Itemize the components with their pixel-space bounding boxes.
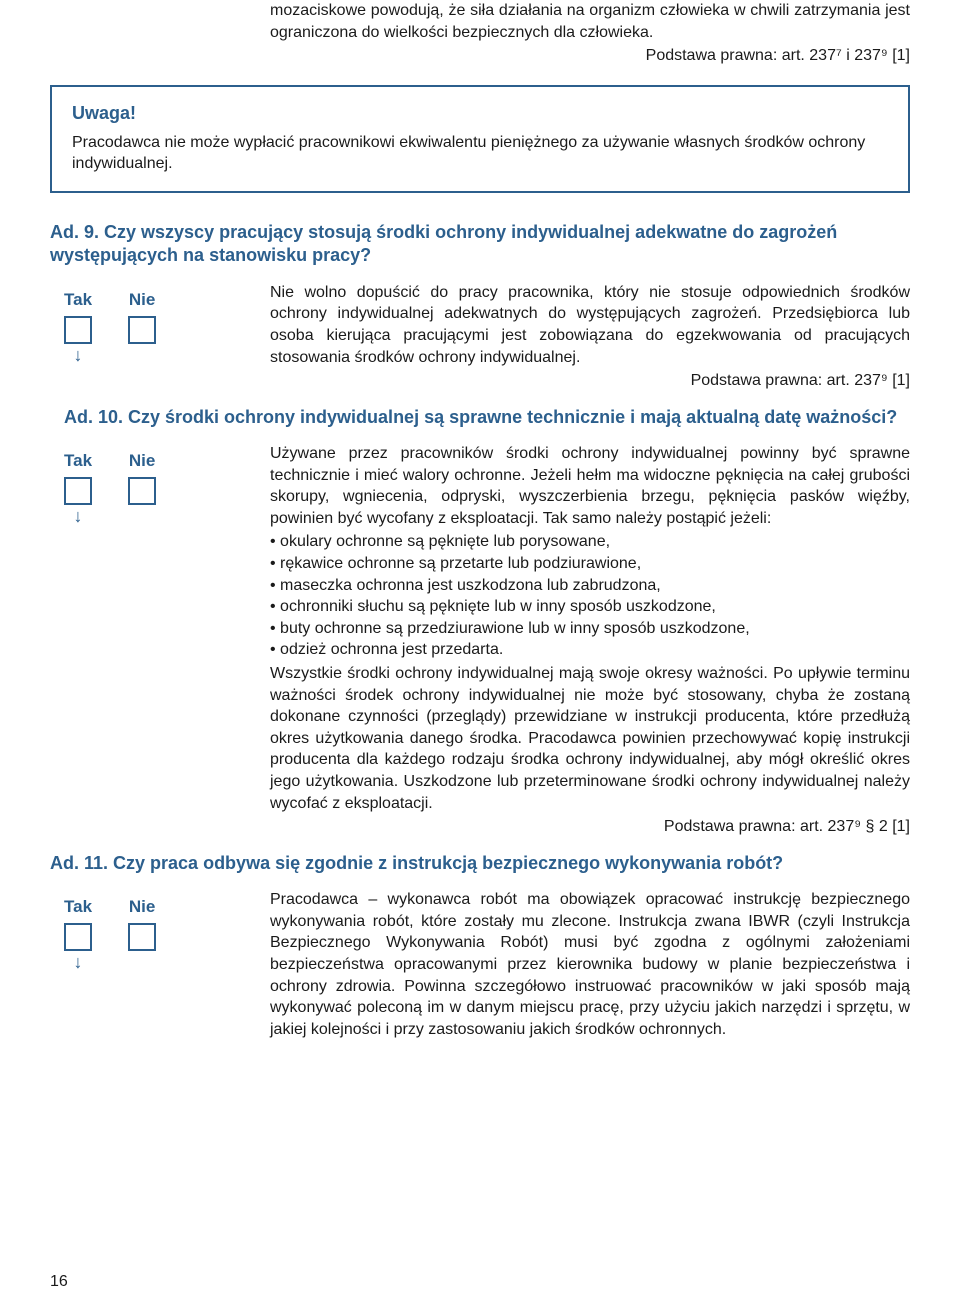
q9-answer-text: Nie wolno dopuścić do pracy pracownika, … (270, 284, 910, 366)
q10-bullet: buty ochronne są przedziurawione lub w i… (270, 618, 910, 640)
question-11-section: Tak ↓ Nie Pracodawca – wykonawca robót m… (50, 889, 910, 1040)
checkbox-yes-group: Tak ↓ (64, 451, 92, 525)
q10-answer-p1: Używane przez pracowników środki ochrony… (270, 443, 910, 529)
page-number: 16 (50, 1273, 68, 1291)
checkbox-no-group: Nie (128, 897, 156, 971)
question-9-section: Tak ↓ Nie Nie wolno dopuścić do pracy pr… (50, 282, 910, 392)
question-10-answer: Używane przez pracowników środki ochrony… (270, 443, 910, 838)
q10-legal-ref: Podstawa prawna: art. 237⁹ § 2 [1] (270, 816, 910, 838)
q10-answer-p2: Wszystkie środki ochrony indywidualnej m… (270, 663, 910, 814)
question-10-section: Tak ↓ Nie Używane przez pracowników środ… (50, 443, 910, 838)
alert-box: Uwaga! Pracodawca nie może wypłacić prac… (50, 85, 910, 193)
intro-legal-ref: Podstawa prawna: art. 237⁷ i 237⁹ [1] (270, 45, 910, 67)
alert-title: Uwaga! (72, 103, 888, 124)
checkbox-yes[interactable] (64, 923, 92, 951)
question-11-title: Ad. 11. Czy praca odbywa się zgodnie z i… (50, 852, 910, 875)
checkbox-no-group: Nie (128, 290, 156, 364)
checkbox-no[interactable] (128, 477, 156, 505)
checkbox-yes[interactable] (64, 477, 92, 505)
checkbox-no-label: Nie (129, 451, 155, 471)
checkbox-yes-group: Tak ↓ (64, 897, 92, 971)
q10-bullet: ochronniki słuchu są pęknięte lub w inny… (270, 596, 910, 618)
question-9-answer: Nie wolno dopuścić do pracy pracownika, … (270, 282, 910, 392)
checkbox-yes[interactable] (64, 316, 92, 344)
q10-bullet: okulary ochronne są pęknięte lub porysow… (270, 531, 910, 553)
checkbox-no-group: Nie (128, 451, 156, 525)
q9-legal-ref: Podstawa prawna: art. 237⁹ [1] (270, 370, 910, 392)
checkbox-yes-group: Tak ↓ (64, 290, 92, 364)
checkbox-yes-label: Tak (64, 451, 92, 471)
q10-bullet-list: okulary ochronne są pęknięte lub porysow… (270, 531, 910, 661)
checkbox-yes-label: Tak (64, 290, 92, 310)
checkbox-column: Tak ↓ Nie (50, 282, 270, 364)
intro-text: mozaciskowe powodują, że siła działania … (270, 0, 910, 43)
checkbox-no-label: Nie (129, 290, 155, 310)
checkbox-no-label: Nie (129, 897, 155, 917)
arrow-down-icon: ↓ (74, 346, 83, 364)
checkbox-column: Tak ↓ Nie (50, 443, 270, 525)
q11-answer-text: Pracodawca – wykonawca robót ma obowiąze… (270, 891, 910, 1038)
q10-bullet: rękawice ochronne są przetarte lub podzi… (270, 553, 910, 575)
q10-bullet: maseczka ochronna jest uszkodzona lub za… (270, 575, 910, 597)
question-11-answer: Pracodawca – wykonawca robót ma obowiąze… (270, 889, 910, 1040)
arrow-down-icon: ↓ (74, 953, 83, 971)
question-10-title: Ad. 10. Czy środki ochrony indywidualnej… (50, 406, 910, 429)
checkbox-yes-label: Tak (64, 897, 92, 917)
question-9-title: Ad. 9. Czy wszyscy pracujący stosują śro… (50, 221, 910, 268)
checkbox-no[interactable] (128, 316, 156, 344)
checkbox-no[interactable] (128, 923, 156, 951)
alert-text: Pracodawca nie może wypłacić pracownikow… (72, 132, 888, 175)
q10-bullet: odzież ochronna jest przedarta. (270, 639, 910, 661)
intro-paragraph: mozaciskowe powodują, że siła działania … (270, 0, 910, 67)
checkbox-column: Tak ↓ Nie (50, 889, 270, 971)
arrow-down-icon: ↓ (74, 507, 83, 525)
